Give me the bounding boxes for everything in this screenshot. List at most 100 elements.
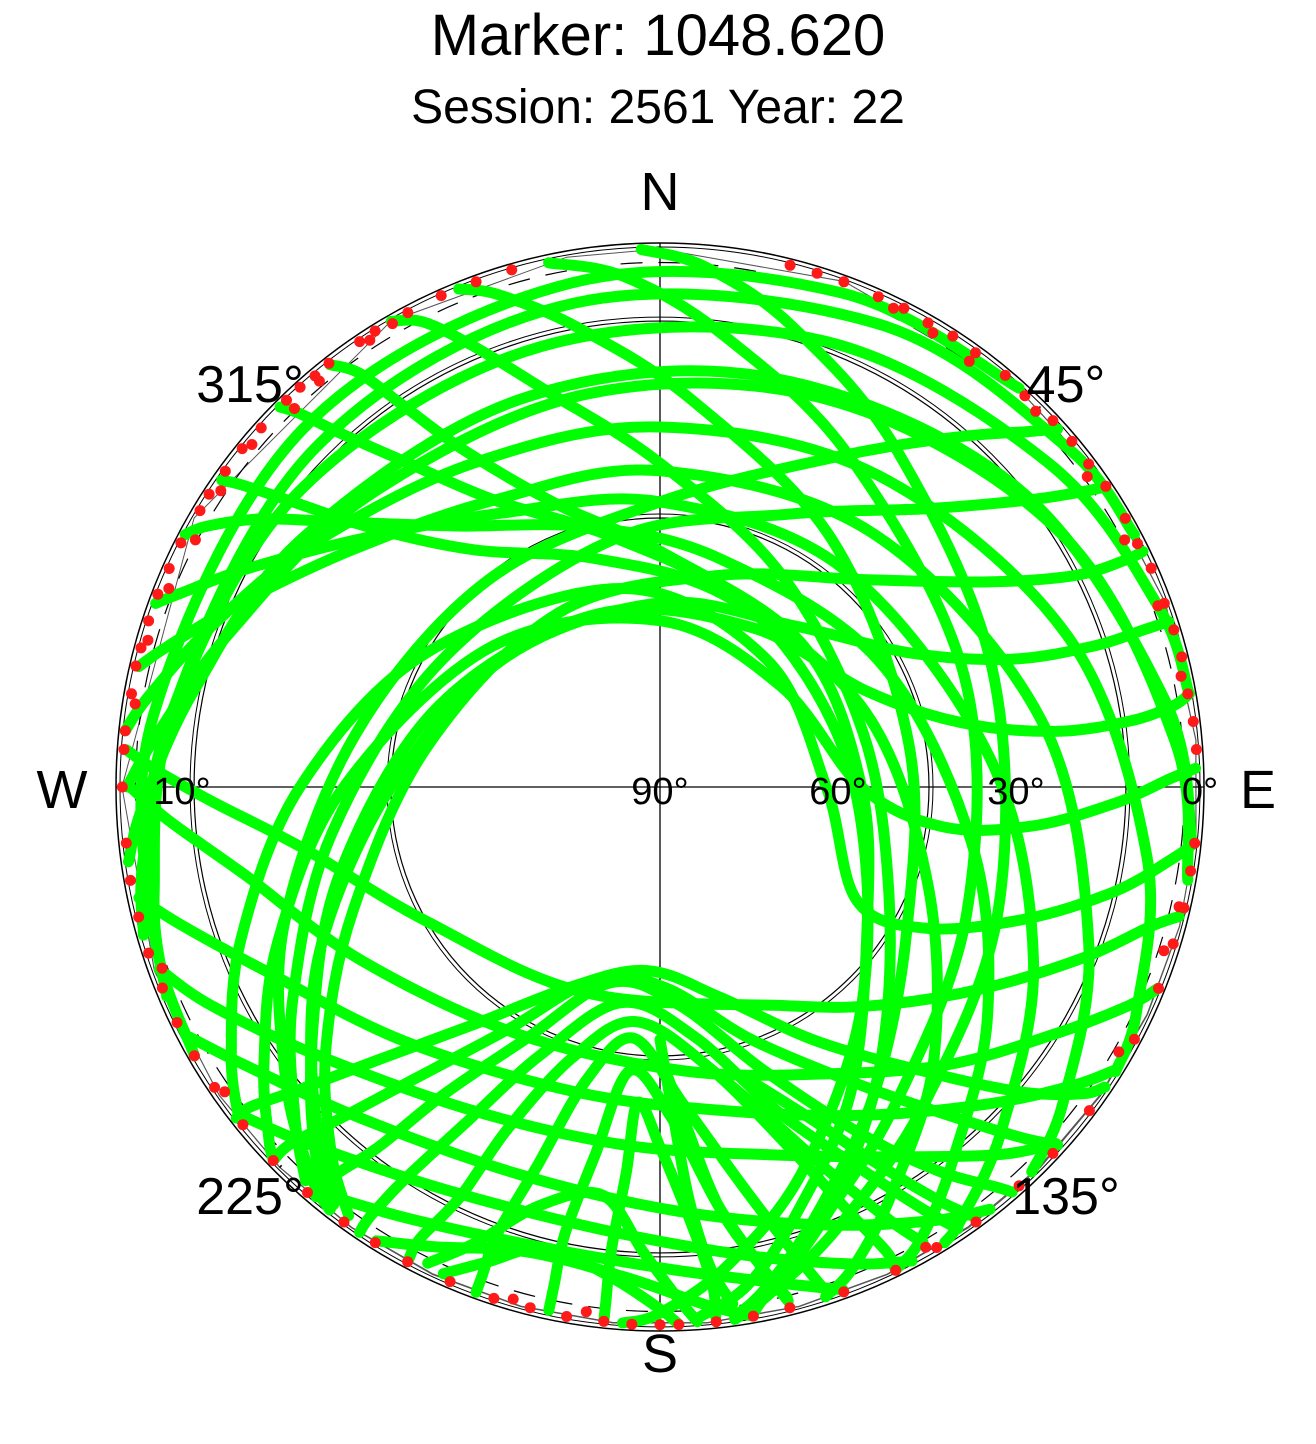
- flagged-point: [1187, 716, 1199, 727]
- satellite-track: [422, 1186, 703, 1328]
- flagged-point: [1083, 1105, 1095, 1117]
- flagged-point: [236, 443, 248, 455]
- flagged-point: [1113, 1046, 1125, 1058]
- flagged-point: [673, 1319, 685, 1331]
- flagged-point: [1185, 865, 1197, 877]
- flagged-point: [125, 874, 136, 886]
- flagged-point: [116, 781, 128, 793]
- flagged-point: [135, 642, 147, 654]
- azimuth-tick-225: [279, 1164, 283, 1168]
- flagged-point: [354, 336, 366, 348]
- satellite-track: [319, 546, 1149, 1222]
- flagged-point: [654, 1319, 666, 1331]
- flagged-point: [488, 1292, 500, 1304]
- flagged-point: [1176, 651, 1188, 663]
- flagged-point: [188, 1050, 200, 1062]
- flagged-point: [507, 1293, 519, 1305]
- satellite-track: [304, 596, 1175, 1215]
- flagged-point: [1152, 600, 1164, 612]
- flagged-point: [1119, 534, 1131, 546]
- flagged-point: [1081, 471, 1093, 483]
- flagged-point: [970, 347, 981, 359]
- flagged-point: [1173, 901, 1185, 913]
- flagged-point: [1128, 1033, 1140, 1045]
- flagged-point: [784, 1302, 796, 1314]
- satellite-track: [354, 996, 964, 1238]
- flagged-point: [156, 982, 168, 994]
- flagged-point: [1189, 837, 1201, 849]
- flagged-point: [1168, 624, 1180, 636]
- satellite-track: [313, 1187, 849, 1296]
- flagged-point: [237, 1119, 249, 1131]
- flagged-point: [506, 264, 518, 276]
- satellite-track: [234, 1109, 918, 1270]
- flagged-point: [246, 439, 258, 450]
- flagged-point: [288, 403, 300, 414]
- chart-subtitle: Session: 2561 Year: 22: [411, 81, 905, 134]
- flagged-point: [387, 318, 398, 330]
- flagged-point: [598, 1315, 610, 1327]
- satellite-track: [402, 1016, 901, 1275]
- flagged-point: [142, 634, 154, 646]
- satellite-track: [654, 1034, 739, 1310]
- satellite-track: [324, 359, 875, 1324]
- flagged-point: [338, 1216, 350, 1228]
- flagged-point: [920, 1241, 932, 1253]
- flagged-point: [1066, 435, 1078, 447]
- elevation-label-60: 60°: [809, 771, 866, 813]
- satellite-track: [120, 744, 1185, 1013]
- flagged-point: [1145, 562, 1157, 574]
- satellite-track: [284, 481, 1111, 1187]
- flagged-point: [143, 947, 155, 959]
- flagged-point: [130, 660, 142, 672]
- flagged-point: [152, 588, 164, 600]
- elevation-label-10: 10°: [153, 771, 210, 813]
- flagged-point: [838, 1286, 850, 1298]
- flagged-point: [784, 259, 796, 271]
- flagged-point: [194, 505, 206, 517]
- flagged-point: [255, 422, 267, 434]
- south-label: S: [642, 1324, 678, 1384]
- flagged-point: [143, 615, 155, 627]
- flagged-point: [402, 1256, 414, 1268]
- elevation-label-0: 0°: [1182, 771, 1218, 813]
- flagged-point: [369, 325, 381, 337]
- satellite-track: [704, 1062, 929, 1249]
- flagged-point: [963, 355, 975, 367]
- flagged-point: [838, 276, 850, 288]
- satellite-track: [453, 283, 921, 1323]
- azimuth-label-315: 315°: [196, 356, 304, 414]
- satellite-track: [119, 421, 1157, 1078]
- north-label: N: [641, 162, 680, 222]
- flagged-point: [1047, 1147, 1059, 1159]
- flagged-point: [561, 1311, 573, 1322]
- flagged-point: [209, 1081, 221, 1093]
- elevation-label-30: 30°: [987, 771, 1044, 813]
- satellite-track: [310, 975, 1018, 1203]
- flagged-point: [369, 1237, 381, 1249]
- satellite-track: [123, 365, 1198, 868]
- satellite-track: [306, 603, 1195, 1210]
- flagged-point: [710, 1316, 722, 1328]
- flagged-point: [163, 583, 175, 594]
- flagged-point: [189, 534, 201, 546]
- flagged-point: [580, 1306, 592, 1318]
- flagged-point: [1175, 670, 1187, 682]
- flagged-points-layer: [116, 259, 1202, 1331]
- west-label: W: [37, 760, 88, 820]
- satellite-track: [153, 963, 1062, 1163]
- flagged-point: [931, 1242, 943, 1253]
- flagged-point: [1132, 538, 1143, 550]
- flagged-point: [747, 1310, 759, 1322]
- satellite-track: [268, 970, 1064, 1166]
- flagged-point: [1013, 1180, 1025, 1192]
- azimuth-label-135: 135°: [1012, 1168, 1120, 1226]
- flagged-point: [970, 1216, 982, 1228]
- azimuth-label-225: 225°: [196, 1168, 304, 1226]
- flagged-point: [364, 334, 376, 346]
- flagged-point: [811, 267, 823, 279]
- satellite-track: [470, 1032, 829, 1298]
- satellite-track: [179, 513, 995, 1276]
- flagged-point: [1153, 982, 1164, 994]
